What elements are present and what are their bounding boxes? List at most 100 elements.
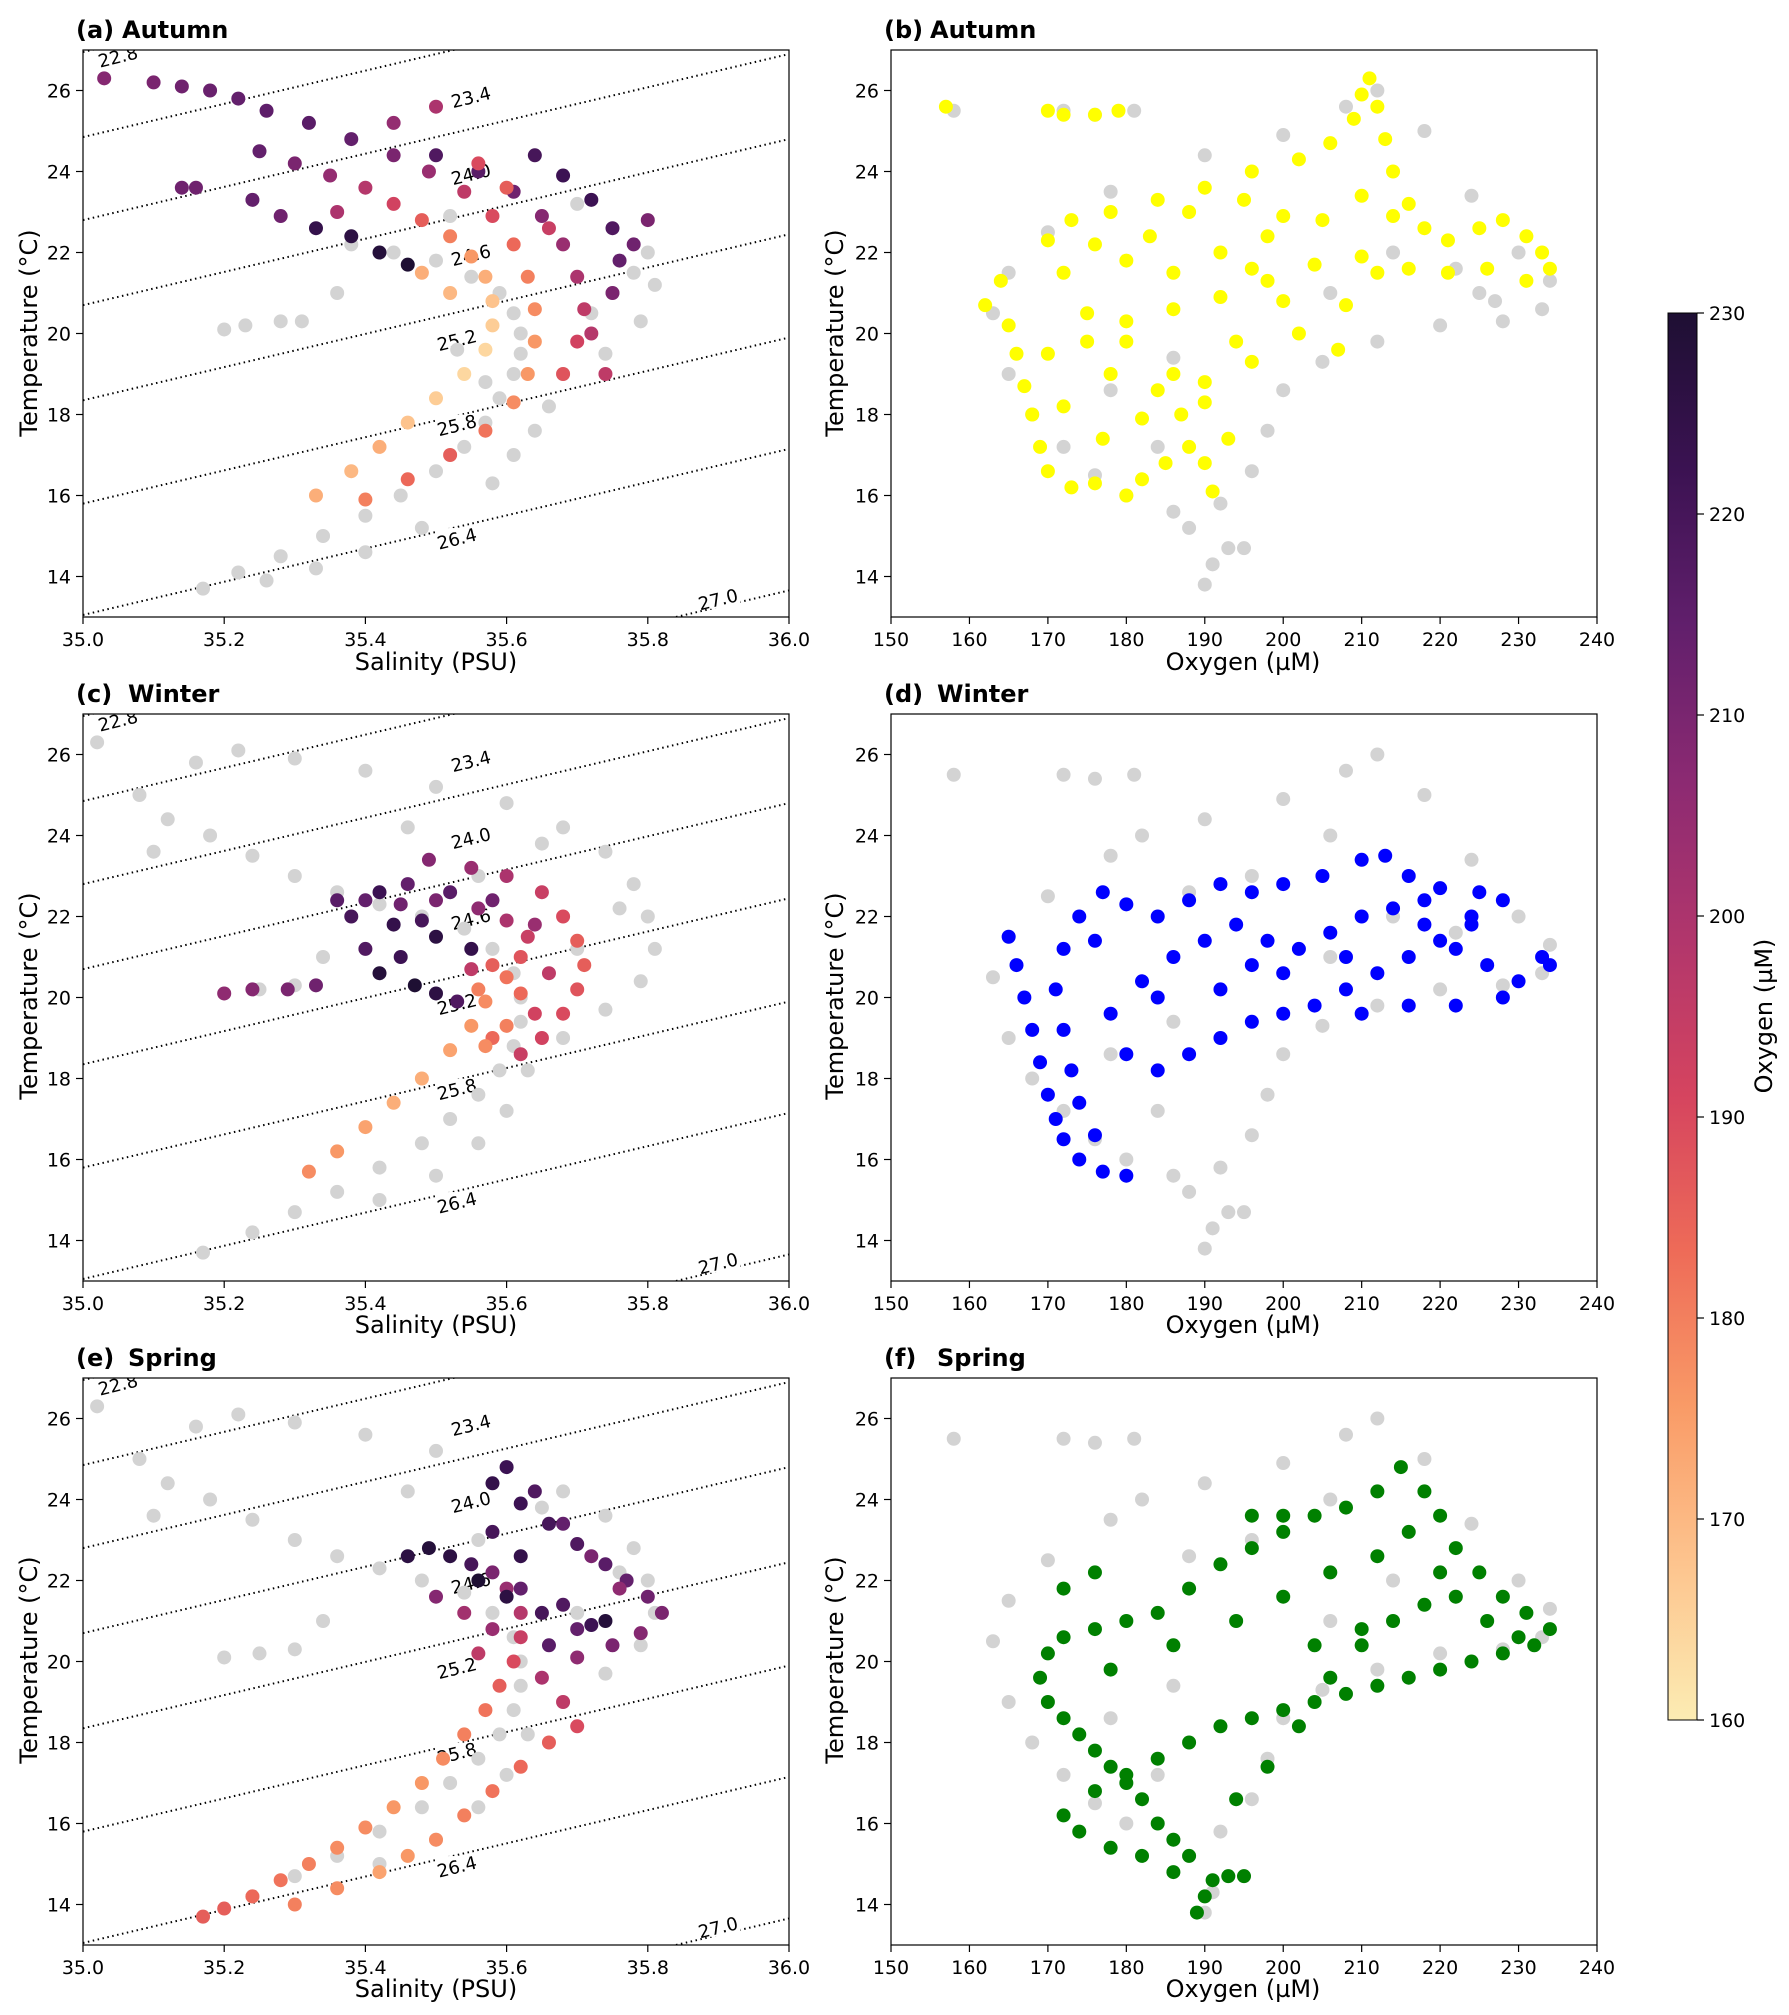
background-point bbox=[1338, 99, 1353, 114]
x-tick-label: 35.8 bbox=[627, 1293, 669, 1315]
background-point bbox=[1001, 367, 1016, 381]
x-tick-label: 35.0 bbox=[62, 629, 104, 651]
data-point bbox=[287, 156, 302, 171]
data-point bbox=[372, 245, 387, 260]
data-point bbox=[1354, 1622, 1369, 1637]
data-point bbox=[1189, 1905, 1204, 1920]
background-point bbox=[1433, 982, 1448, 997]
data-point bbox=[485, 294, 500, 309]
background-point bbox=[1464, 1516, 1479, 1531]
data-point bbox=[146, 75, 161, 90]
data-point bbox=[1182, 1581, 1197, 1596]
data-point bbox=[1174, 407, 1189, 422]
background-point bbox=[231, 743, 246, 758]
background-point bbox=[1166, 1168, 1181, 1183]
data-point bbox=[1354, 1006, 1369, 1021]
data-point bbox=[478, 423, 493, 438]
data-point bbox=[1229, 1614, 1244, 1628]
data-point bbox=[245, 192, 260, 207]
data-point bbox=[301, 115, 316, 130]
data-point bbox=[457, 367, 472, 381]
data-point bbox=[1182, 439, 1197, 454]
background-point bbox=[414, 1136, 429, 1151]
data-point bbox=[1276, 1524, 1291, 1539]
background-point bbox=[1495, 314, 1510, 329]
data-point bbox=[1338, 950, 1353, 964]
panel-a-data: 22.823.424.024.625.225.826.427.0 bbox=[83, 50, 789, 617]
data-point bbox=[330, 1144, 345, 1159]
background-point bbox=[1166, 504, 1181, 519]
data-point bbox=[1244, 1508, 1259, 1523]
data-point bbox=[1158, 456, 1173, 471]
data-point bbox=[344, 909, 359, 924]
data-point bbox=[1001, 318, 1016, 333]
y-tick-label: 18 bbox=[855, 405, 879, 427]
background-point bbox=[1417, 124, 1432, 138]
y-tick-label: 26 bbox=[47, 1409, 71, 1431]
background-point bbox=[316, 1614, 331, 1628]
data-point bbox=[1064, 1063, 1079, 1078]
y-tick-label: 14 bbox=[855, 1895, 879, 1917]
background-point bbox=[471, 1751, 486, 1766]
data-point bbox=[287, 1897, 302, 1912]
data-point bbox=[1182, 1047, 1197, 1062]
data-point bbox=[1001, 929, 1016, 944]
y-tick-label: 14 bbox=[47, 1895, 71, 1917]
data-point bbox=[1354, 909, 1369, 924]
background-point bbox=[485, 1605, 500, 1620]
data-point bbox=[570, 933, 585, 948]
background-point bbox=[1276, 128, 1291, 143]
background-point bbox=[492, 1727, 507, 1742]
data-point bbox=[245, 982, 260, 997]
data-point bbox=[556, 1695, 571, 1709]
x-tick-label: 230 bbox=[1500, 1957, 1536, 1979]
data-point bbox=[429, 929, 443, 944]
data-point bbox=[429, 893, 443, 908]
background-point bbox=[1260, 423, 1275, 438]
background-point bbox=[1103, 383, 1118, 398]
data-point bbox=[1472, 1565, 1487, 1580]
data-point bbox=[1119, 488, 1134, 503]
data-point bbox=[520, 269, 535, 284]
data-point bbox=[1166, 367, 1181, 381]
data-point bbox=[443, 1043, 458, 1058]
data-point bbox=[301, 1164, 316, 1179]
data-point bbox=[386, 1800, 401, 1815]
data-point bbox=[1150, 192, 1165, 207]
background-point bbox=[1056, 767, 1071, 782]
data-point bbox=[1056, 1630, 1071, 1645]
data-point bbox=[330, 205, 345, 219]
background-point bbox=[252, 1646, 267, 1661]
data-point bbox=[1119, 1767, 1134, 1782]
isopycnal-label-bg bbox=[696, 1916, 741, 1937]
data-point bbox=[570, 1537, 585, 1552]
x-tick-label: 36.0 bbox=[768, 629, 810, 651]
background-point bbox=[372, 897, 387, 912]
background-point bbox=[1488, 294, 1503, 309]
data-point bbox=[1315, 869, 1330, 883]
data-point bbox=[598, 1557, 613, 1572]
data-point bbox=[1119, 897, 1134, 912]
data-point bbox=[1323, 1670, 1338, 1685]
data-point bbox=[308, 221, 323, 236]
data-point bbox=[1040, 1087, 1055, 1102]
data-point bbox=[1291, 941, 1306, 956]
data-point bbox=[485, 209, 500, 224]
data-point bbox=[1519, 229, 1534, 244]
data-point bbox=[1048, 982, 1063, 997]
data-point bbox=[938, 99, 953, 114]
data-point bbox=[1260, 933, 1275, 948]
data-point bbox=[1362, 71, 1377, 86]
background-point bbox=[1472, 286, 1487, 300]
background-point bbox=[471, 1533, 486, 1547]
x-tick-label: 210 bbox=[1344, 1293, 1380, 1315]
y-tick-label: 20 bbox=[47, 324, 71, 346]
data-point bbox=[513, 986, 528, 1001]
data-point bbox=[1244, 1711, 1259, 1726]
data-point bbox=[1401, 1524, 1416, 1539]
data-point bbox=[1095, 431, 1110, 446]
background-point bbox=[1315, 1018, 1330, 1033]
background-point bbox=[188, 1419, 203, 1434]
data-point bbox=[506, 1654, 521, 1669]
data-point bbox=[1119, 334, 1134, 349]
